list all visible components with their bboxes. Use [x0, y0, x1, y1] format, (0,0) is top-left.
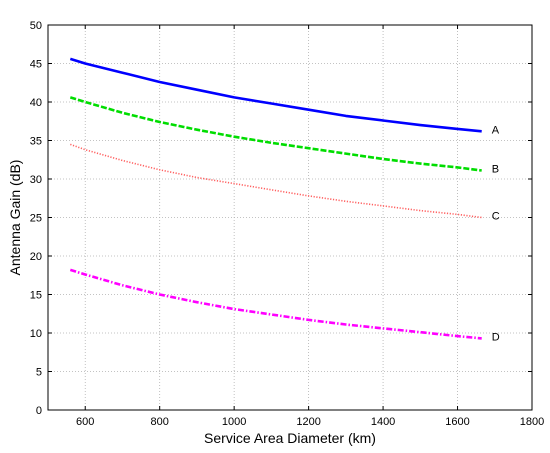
- x-tick-label: 1200: [296, 416, 320, 428]
- y-tick-label: 10: [30, 328, 42, 340]
- series-label-d: D: [492, 331, 500, 343]
- y-tick-label: 50: [30, 20, 42, 32]
- x-tick-label: 1600: [445, 416, 469, 428]
- series-label-c: C: [492, 211, 500, 223]
- y-tick-label: 45: [30, 59, 42, 71]
- y-tick-label: 40: [30, 97, 42, 109]
- y-tick-label: 35: [30, 136, 42, 148]
- series-labels: A B C D: [492, 124, 500, 343]
- series-line-d: [69, 268, 482, 340]
- y-tick-label: 30: [30, 174, 42, 186]
- x-tick-label: 1400: [371, 416, 395, 428]
- series-label-b: B: [492, 164, 499, 176]
- x-tick-label: 1000: [222, 416, 246, 428]
- series-line-a: [69, 57, 482, 133]
- x-tick-label: 800: [151, 416, 169, 428]
- y-tick-label: 0: [36, 405, 42, 417]
- x-tick-label: 600: [76, 416, 94, 428]
- x-axis-label: Service Area Diameter (km): [204, 430, 376, 446]
- series-lines: [69, 57, 482, 340]
- grid-lines: [48, 25, 532, 410]
- axis-ticks: 600 800 1000 1200 1400 1600 1800 0 5 10 15 20 25 30 35…: [30, 20, 544, 428]
- y-tick-label: 20: [30, 251, 42, 263]
- y-tick-label: 15: [30, 290, 42, 302]
- x-tick-label: 1800: [520, 416, 544, 428]
- series-label-a: A: [492, 124, 500, 136]
- y-tick-label: 5: [36, 367, 42, 379]
- y-tick-label: 25: [30, 213, 42, 225]
- series-line-b: [69, 96, 482, 172]
- y-axis-label: Antenna Gain (dB): [7, 160, 23, 276]
